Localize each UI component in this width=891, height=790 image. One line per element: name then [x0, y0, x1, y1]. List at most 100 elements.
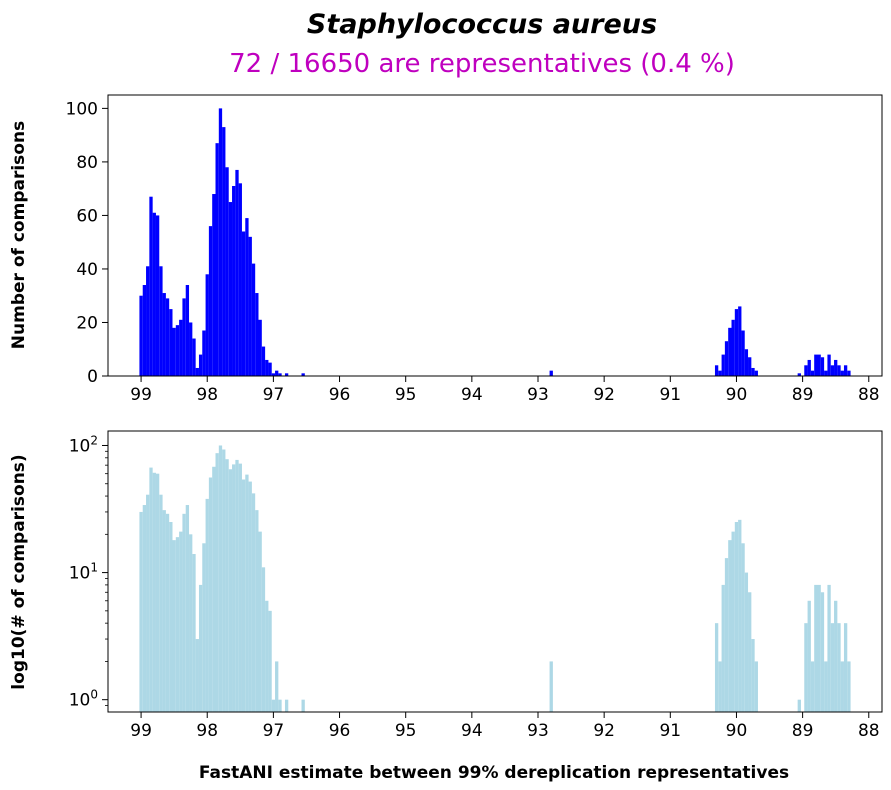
histogram-bar	[215, 453, 219, 712]
histogram-bar	[159, 494, 163, 712]
histogram-bar	[258, 319, 262, 376]
histogram-bar	[175, 537, 180, 712]
histogram-bar	[248, 481, 252, 712]
histogram-bar	[827, 354, 831, 376]
histogram-bar	[738, 519, 742, 712]
histogram-bar	[724, 558, 729, 712]
histogram-bar	[718, 370, 722, 376]
histogram-bar	[198, 584, 203, 712]
x-tick-label: 88	[858, 721, 880, 741]
histogram-bar	[152, 212, 156, 376]
histogram-bar	[807, 359, 811, 376]
histogram-bar	[251, 263, 256, 376]
histogram-bar	[205, 498, 209, 712]
histogram-bar	[192, 338, 196, 376]
histogram-bar	[817, 354, 821, 376]
histogram-bar	[235, 169, 239, 376]
x-tick-label: 96	[329, 385, 351, 405]
histogram-bar	[149, 467, 153, 712]
histogram-bar	[159, 266, 163, 376]
x-tick-label: 90	[726, 385, 748, 405]
histogram-bar	[549, 661, 553, 712]
histogram-bar	[810, 661, 815, 712]
histogram-bar	[165, 298, 170, 376]
histogram-bar	[172, 327, 176, 376]
histogram-bar	[149, 196, 153, 376]
histogram-bar	[748, 592, 752, 712]
histogram-bar	[820, 357, 825, 376]
x-tick-label: 88	[858, 385, 880, 405]
x-tick-label: 99	[130, 721, 152, 741]
histogram-bar	[797, 373, 801, 376]
histogram-bar	[222, 449, 226, 712]
histogram-bar	[741, 330, 745, 376]
histogram-bar	[278, 699, 282, 712]
histogram-bar	[754, 661, 758, 712]
x-axis-label: FastANI estimate between 99% dereplicati…	[199, 763, 789, 783]
histogram-bar	[301, 373, 305, 376]
x-tick-label: 94	[461, 385, 483, 405]
histogram-bar	[225, 167, 229, 376]
y-tick-label: 100	[66, 99, 98, 119]
histogram-bar	[271, 699, 276, 712]
histogram-bar	[278, 373, 282, 376]
histogram-bar	[268, 610, 272, 712]
histogram-bar	[814, 354, 818, 376]
histogram-bar	[724, 341, 729, 376]
y-tick-label: 0	[87, 367, 98, 387]
histogram-bar	[549, 370, 553, 376]
histogram-bar	[222, 127, 226, 376]
x-tick-label: 91	[659, 721, 681, 741]
histogram-bar	[817, 584, 821, 712]
histogram-bar	[265, 600, 269, 712]
histogram-bar	[714, 623, 719, 712]
x-tick-label: 92	[593, 721, 615, 741]
histogram-bar	[169, 309, 173, 376]
x-tick-label: 97	[263, 385, 285, 405]
histogram-bar	[275, 370, 279, 376]
histogram-bar	[718, 661, 722, 712]
histogram-bar	[268, 362, 272, 376]
histogram-bar	[271, 373, 276, 376]
histogram-bar	[146, 266, 150, 376]
histogram-bar	[192, 554, 196, 712]
histogram-bar	[139, 511, 143, 712]
histogram-bar	[265, 359, 269, 376]
x-tick-label: 97	[263, 721, 285, 741]
histogram-bar	[205, 274, 209, 376]
histogram-bar	[728, 540, 732, 712]
x-tick-label: 92	[593, 385, 615, 405]
histogram-bar	[228, 202, 233, 376]
histogram-bar	[807, 600, 811, 712]
histogram-bar	[195, 639, 199, 712]
histogram-bar	[751, 639, 755, 712]
x-tick-label: 90	[726, 721, 748, 741]
histogram-bar	[820, 592, 825, 712]
histogram-bar	[189, 534, 193, 712]
histogram-bar	[731, 531, 735, 712]
histogram-bar	[744, 349, 749, 376]
histogram-bar	[738, 306, 742, 376]
histogram-bar	[228, 469, 233, 712]
histogram-bar	[837, 365, 841, 376]
y-tick-label: 100	[69, 688, 98, 711]
histogram-bar	[182, 513, 186, 712]
y-axis-label-linear: Number of comparisons	[9, 121, 29, 349]
x-tick-label: 91	[659, 385, 681, 405]
histogram-bar	[165, 513, 170, 712]
plot-frame	[107, 94, 883, 377]
histogram-bar	[824, 661, 828, 712]
histogram-bar	[847, 370, 851, 376]
x-tick-label: 94	[461, 721, 483, 741]
histogram-bar	[179, 319, 183, 376]
histogram-bar	[155, 473, 160, 712]
x-tick-label: 93	[527, 721, 549, 741]
histogram-bar	[261, 567, 266, 712]
x-tick-label: 95	[395, 385, 417, 405]
histogram-bar	[840, 661, 844, 712]
histogram-bar	[751, 367, 755, 376]
histogram-bar	[238, 463, 242, 712]
histogram-bar	[238, 183, 242, 376]
histogram-linear: 99 98 97 96 95 94 93 92 91 90 89 88 0 20 40 60 80 100 Nu…	[9, 94, 883, 405]
